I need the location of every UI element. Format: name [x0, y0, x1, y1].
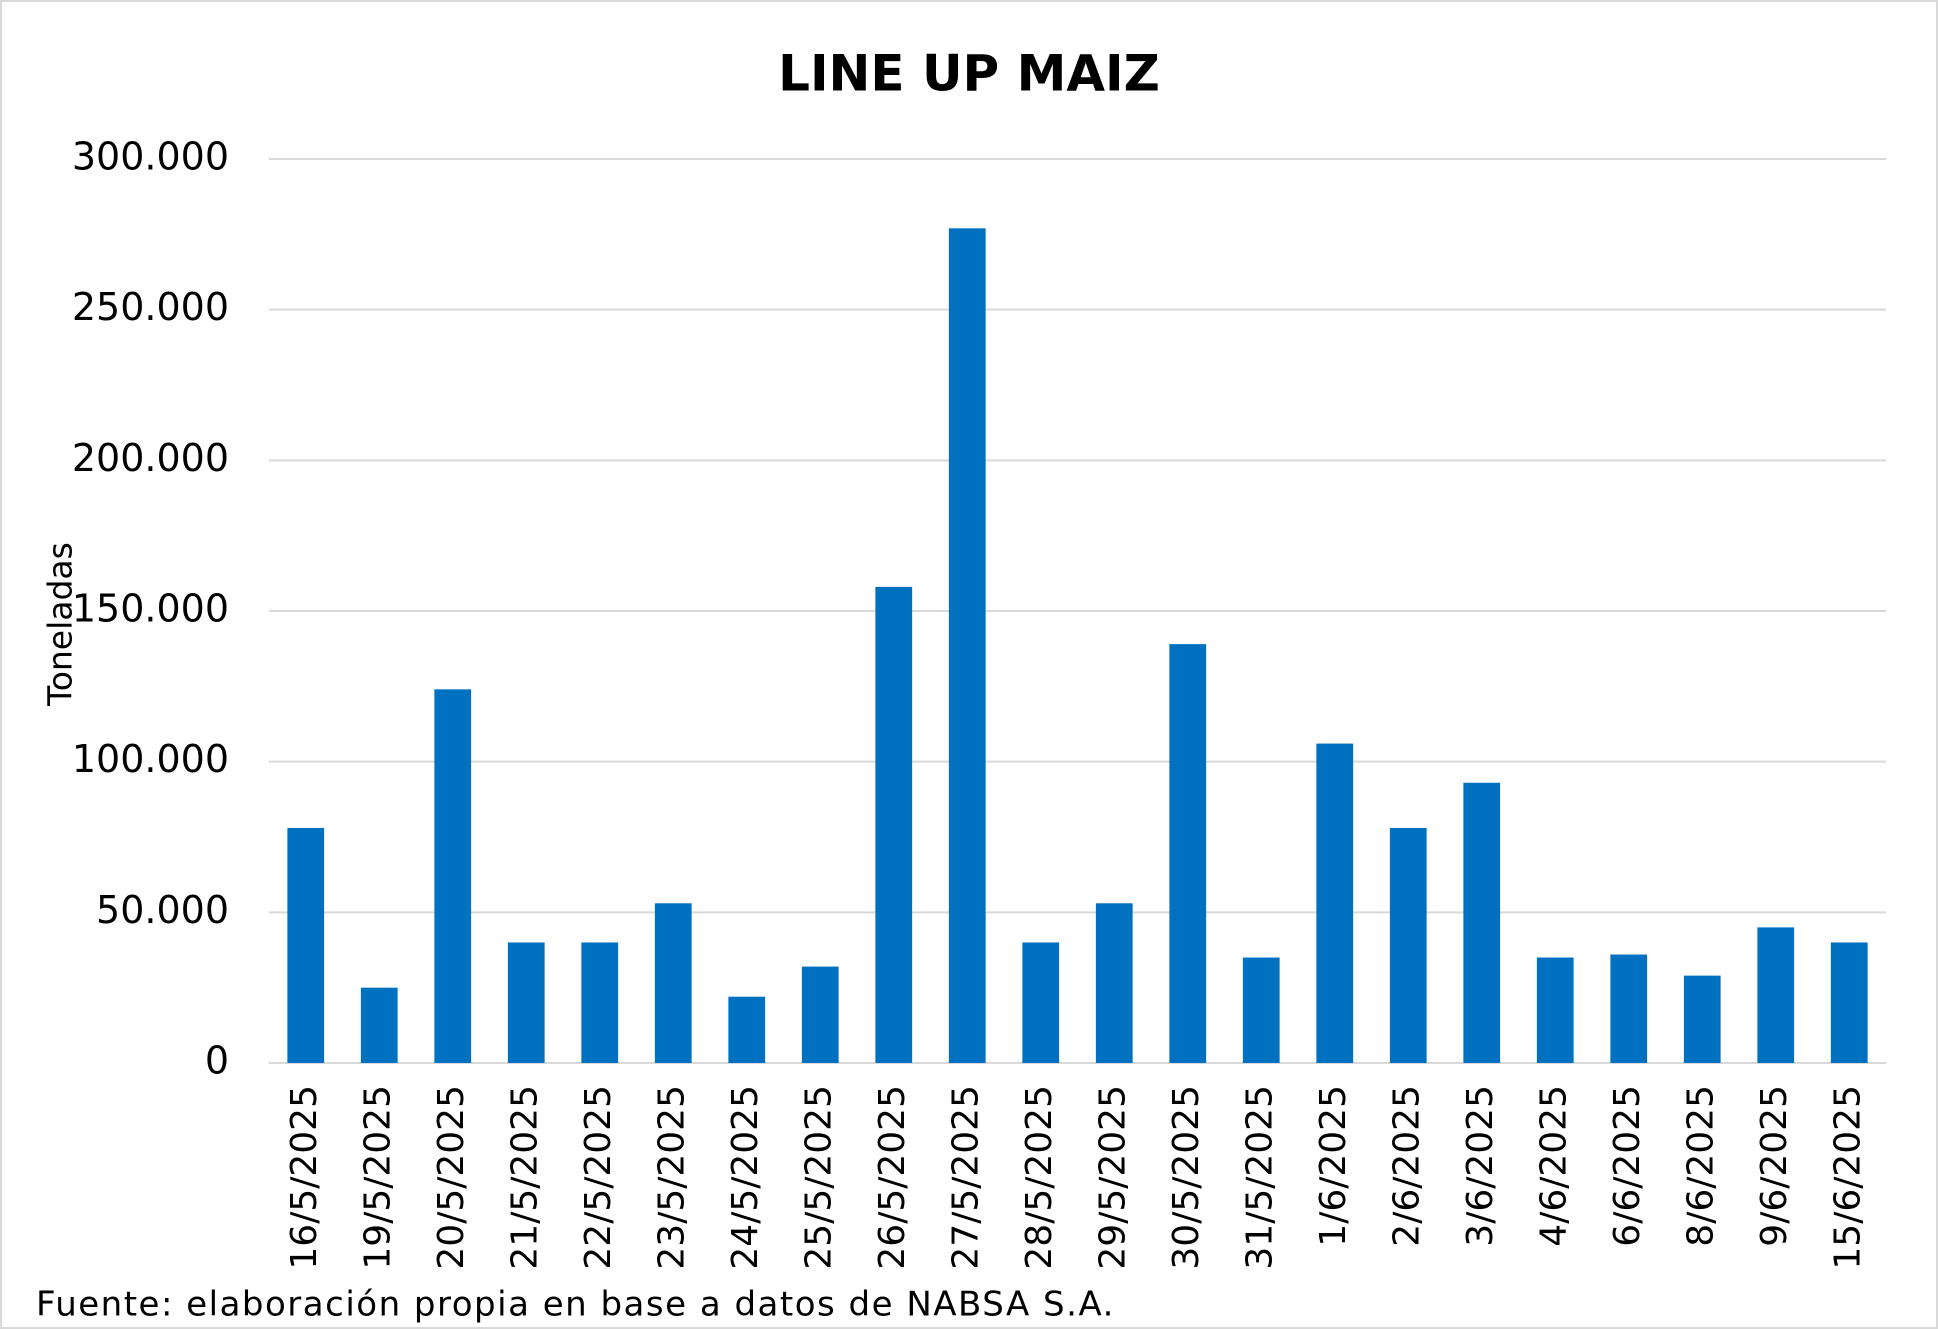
x-tick-label: 9/6/2025	[1754, 1085, 1795, 1247]
x-tick-label: 21/5/2025	[504, 1085, 545, 1270]
bar	[948, 228, 986, 1064]
y-tick-label: 50.000	[96, 888, 229, 932]
chart-title: LINE UP MAIZ	[778, 45, 1160, 103]
x-tick-label: 22/5/2025	[578, 1085, 619, 1270]
bar	[1242, 957, 1280, 1063]
bar	[434, 689, 472, 1063]
x-tick-label: 3/6/2025	[1460, 1085, 1501, 1247]
x-tick-label: 26/5/2025	[872, 1085, 913, 1270]
x-tick-label: 28/5/2025	[1019, 1085, 1060, 1270]
x-tick-label: 20/5/2025	[431, 1085, 472, 1270]
bar	[360, 987, 398, 1063]
bar	[1830, 942, 1868, 1063]
bar	[1536, 957, 1574, 1063]
x-tick-label: 27/5/2025	[945, 1085, 986, 1270]
bar	[1022, 942, 1060, 1063]
x-tick-label: 4/6/2025	[1533, 1085, 1574, 1247]
y-tick-label: 100.000	[72, 737, 229, 781]
bar	[1463, 782, 1501, 1063]
bar	[1316, 743, 1354, 1063]
x-tick-label: 2/6/2025	[1386, 1085, 1427, 1247]
x-tick-label: 31/5/2025	[1239, 1085, 1280, 1270]
bar	[654, 903, 692, 1063]
x-tick-label: 15/6/2025	[1827, 1085, 1868, 1270]
x-tick-label: 6/6/2025	[1607, 1085, 1648, 1247]
x-tick-label: 30/5/2025	[1166, 1085, 1207, 1270]
y-tick-label: 0	[205, 1039, 229, 1083]
bar	[1169, 644, 1207, 1063]
bar	[581, 942, 619, 1063]
y-tick-label: 150.000	[72, 587, 229, 631]
bar	[875, 586, 913, 1063]
y-tick-label: 200.000	[72, 436, 229, 480]
bar	[1757, 927, 1795, 1063]
bar	[801, 966, 839, 1063]
source-note: Fuente: elaboración propia en base a dat…	[36, 1285, 1115, 1325]
x-tick-label: 8/6/2025	[1680, 1085, 1721, 1247]
bar	[287, 827, 325, 1063]
x-tick-label: 1/6/2025	[1313, 1085, 1354, 1247]
x-tick-label: 29/5/2025	[1092, 1085, 1133, 1270]
x-tick-label: 24/5/2025	[725, 1085, 766, 1270]
x-tick-label: 19/5/2025	[357, 1085, 398, 1270]
bar	[507, 942, 545, 1063]
x-tick-label: 16/5/2025	[284, 1085, 325, 1270]
x-tick-label: 23/5/2025	[651, 1085, 692, 1270]
y-axis-label: Toneladas	[41, 542, 80, 707]
bar	[1095, 903, 1133, 1063]
bar	[1610, 954, 1648, 1063]
y-tick-label: 300.000	[72, 135, 229, 179]
y-tick-label: 250.000	[72, 285, 229, 329]
bar	[1389, 827, 1427, 1063]
bar	[1683, 975, 1721, 1063]
x-tick-label: 25/5/2025	[798, 1085, 839, 1270]
bar	[728, 996, 766, 1063]
